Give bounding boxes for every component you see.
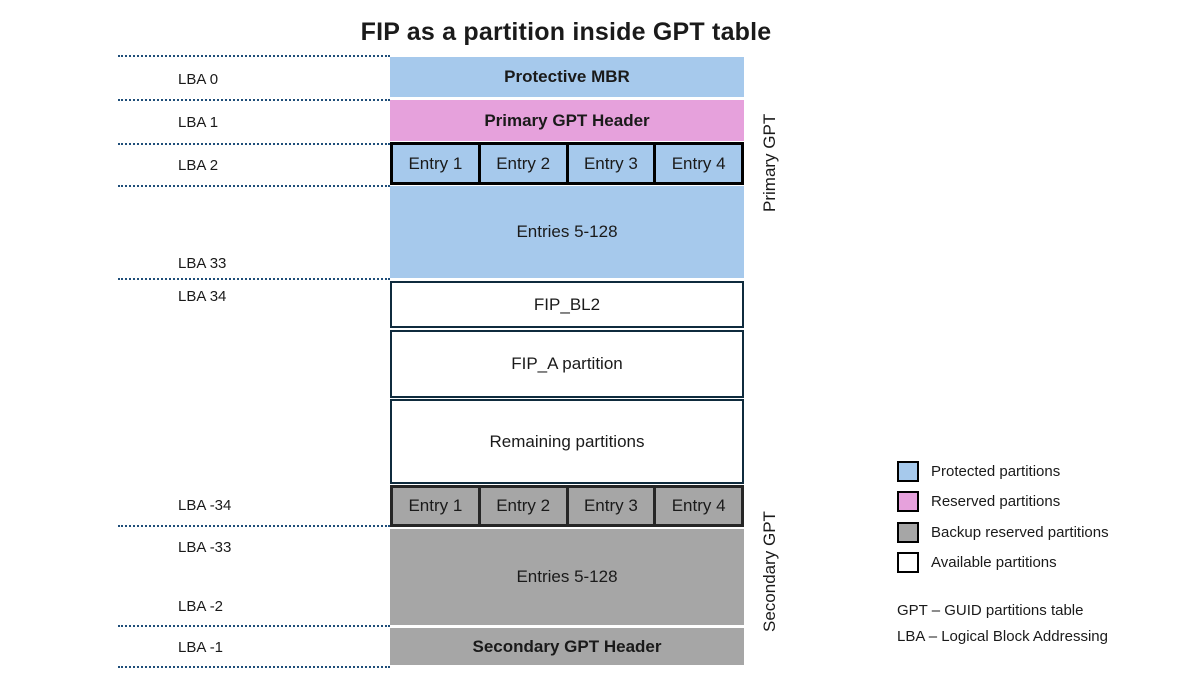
legend-label-reserved: Reserved partitions xyxy=(931,493,1061,510)
lba-label-neg33: LBA -33 xyxy=(178,539,232,556)
legend-label-backup: Backup reserved partitions xyxy=(931,524,1109,541)
primary-entry-row: Entry 1 Entry 2 Entry 3 Entry 4 xyxy=(390,142,744,185)
secondary-gpt-header-box: Secondary GPT Header xyxy=(390,628,744,665)
remaining-partitions-label: Remaining partitions xyxy=(489,431,645,451)
reserved-swatch xyxy=(897,491,919,512)
backup-swatch xyxy=(897,522,919,543)
legend-item-reserved: Reserved partitions xyxy=(897,491,1060,512)
lba-abbreviation: LBA – Logical Block Addressing xyxy=(897,628,1108,645)
secondary-entry-1: Entry 1 xyxy=(393,488,481,524)
fip-a-partition-box: FIP_A partition xyxy=(390,330,744,398)
legend-label-protected: Protected partitions xyxy=(931,463,1061,480)
primary-gpt-header-label: Primary GPT Header xyxy=(484,110,650,130)
primary-gpt-side-label: Primary GPT xyxy=(760,113,779,213)
lba-boundary-line xyxy=(118,143,390,145)
lba-label-34: LBA 34 xyxy=(178,288,227,305)
primary-entries-rest-box: Entries 5-128 xyxy=(390,186,744,278)
lba-boundary-line xyxy=(118,666,390,668)
page-title: FIP as a partition inside GPT table xyxy=(360,18,772,46)
lba-label-0: LBA 0 xyxy=(178,71,219,88)
lba-label-33: LBA 33 xyxy=(178,255,227,272)
primary-entry-1: Entry 1 xyxy=(393,145,481,182)
lba-boundary-line xyxy=(118,625,390,627)
lba-label-neg2: LBA -2 xyxy=(178,598,224,615)
legend-item-available: Available partitions xyxy=(897,552,1057,573)
available-swatch xyxy=(897,552,919,573)
protected-swatch xyxy=(897,461,919,482)
lba-boundary-line xyxy=(118,99,390,101)
primary-entry-4: Entry 4 xyxy=(656,145,741,182)
lba-boundary-line xyxy=(118,185,390,187)
lba-label-2: LBA 2 xyxy=(178,157,219,174)
fip-bl2-label: FIP_BL2 xyxy=(533,294,601,314)
lba-label-neg34: LBA -34 xyxy=(178,497,232,514)
secondary-entry-4: Entry 4 xyxy=(656,488,741,524)
lba-label-neg1: LBA -1 xyxy=(178,639,224,656)
remaining-partitions-box: Remaining partitions xyxy=(390,399,744,484)
primary-entries-rest-label: Entries 5-128 xyxy=(516,222,618,241)
lba-label-1: LBA 1 xyxy=(178,114,219,131)
protective-mbr-box: Protective MBR xyxy=(390,57,744,97)
secondary-entries-rest-label: Entries 5-128 xyxy=(516,567,618,586)
fip-a-partition-label: FIP_A partition xyxy=(511,354,623,373)
primary-entry-3: Entry 3 xyxy=(568,145,657,182)
primary-entry-2: Entry 2 xyxy=(480,145,569,182)
legend-label-available: Available partitions xyxy=(931,554,1057,571)
secondary-gpt-header-label: Secondary GPT Header xyxy=(472,636,662,656)
secondary-entry-3: Entry 3 xyxy=(568,488,657,524)
secondary-gpt-side-label: Secondary GPT xyxy=(760,511,779,633)
protective-mbr-label: Protective MBR xyxy=(504,67,630,86)
secondary-entry-2: Entry 2 xyxy=(480,488,569,524)
fip-bl2-box: FIP_BL2 xyxy=(390,281,744,328)
secondary-entry-row: Entry 1 Entry 2 Entry 3 Entry 4 xyxy=(390,485,744,527)
lba-boundary-line xyxy=(118,278,390,280)
legend-item-protected: Protected partitions xyxy=(897,461,1060,482)
gpt-abbreviation: GPT – GUID partitions table xyxy=(897,602,1084,619)
primary-gpt-header-box: Primary GPT Header xyxy=(390,100,744,141)
lba-boundary-line xyxy=(118,525,390,527)
legend-item-backup: Backup reserved partitions xyxy=(897,522,1109,543)
lba-boundary-line xyxy=(118,55,390,57)
secondary-entries-rest-box: Entries 5-128 xyxy=(390,529,744,625)
